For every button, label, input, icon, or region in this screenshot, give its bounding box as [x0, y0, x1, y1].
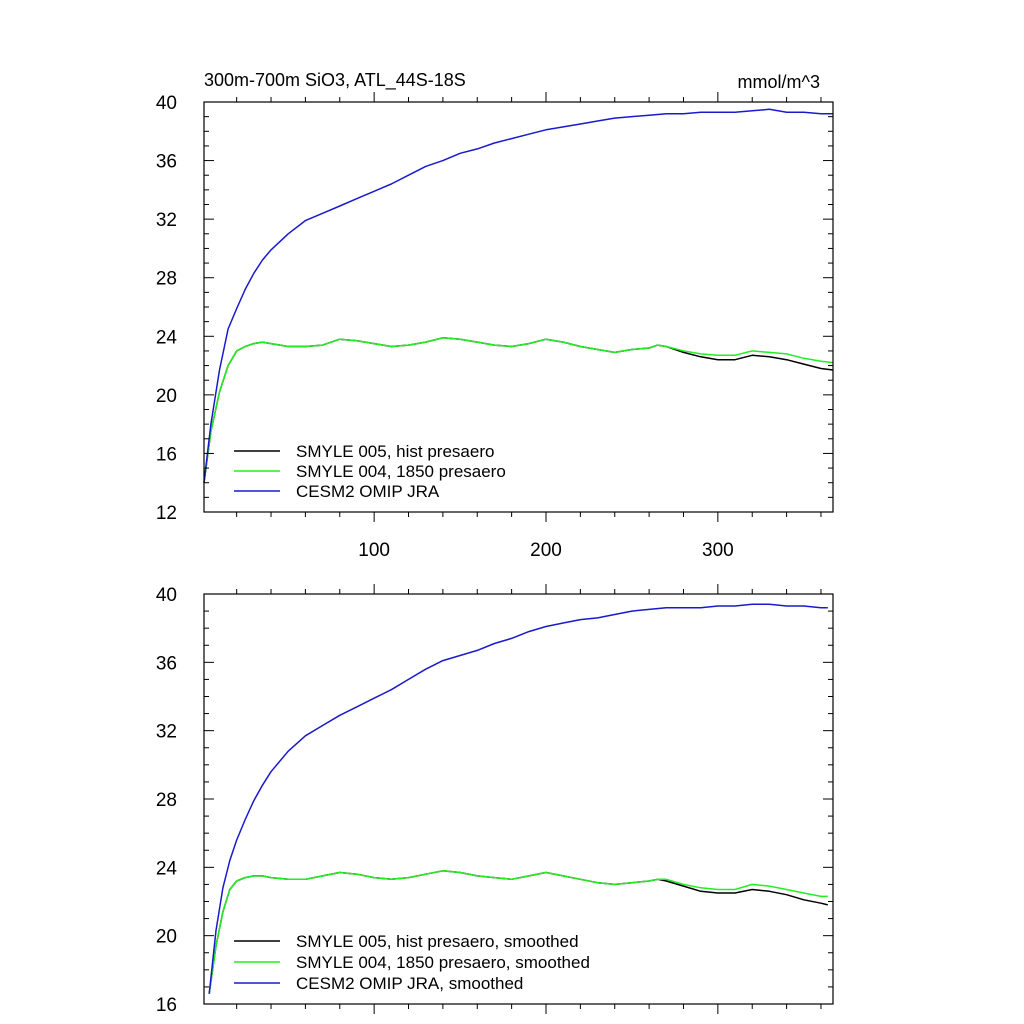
y-tick-label: 36 — [156, 152, 177, 173]
series-line-cesm2 — [203, 108, 833, 483]
bottom-panel-legend: SMYLE 005, hist presaero, smoothed SMYLE… — [234, 932, 590, 993]
y-tick-label: 40 — [156, 93, 177, 114]
legend-label-smyle004-smoothed: SMYLE 004, 1850 presaero, smoothed — [296, 953, 590, 972]
legend-label-cesm2: CESM2 OMIP JRA — [296, 482, 440, 501]
legend-label-smyle005-smoothed: SMYLE 005, hist presaero, smoothed — [296, 932, 579, 951]
top-panel-series — [203, 108, 834, 483]
y-tick-label: 28 — [156, 269, 177, 290]
top-panel: 300m-700m SiO3, ATL_44S-18S mmol/m^3 121… — [156, 70, 834, 561]
y-tick-label: 36 — [156, 653, 177, 674]
y-tick-label: 12 — [156, 503, 177, 524]
bottom-panel-ticks: 16 20 24 28 32 36 40 — [156, 584, 833, 1016]
legend-label-cesm2-smoothed: CESM2 OMIP JRA, smoothed — [296, 974, 523, 993]
legend-label-smyle004: SMYLE 004, 1850 presaero — [296, 462, 506, 481]
y-tick-label: 32 — [156, 210, 177, 231]
top-panel-ticks: 12 16 20 24 28 32 36 40 100 200 300 — [156, 92, 833, 561]
y-tick-label: 40 — [156, 585, 177, 606]
y-tick-label: 24 — [156, 858, 178, 879]
x-tick-label: 100 — [358, 540, 390, 561]
y-tick-label: 20 — [156, 386, 177, 407]
top-panel-title: 300m-700m SiO3, ATL_44S-18S — [204, 70, 466, 91]
x-tick-label: 200 — [530, 540, 562, 561]
top-panel-units: mmol/m^3 — [738, 72, 820, 92]
y-tick-label: 28 — [156, 790, 177, 811]
bottom-panel: 16 20 24 28 32 36 40 SMYLE 005, hist presaero,… — [156, 584, 834, 1016]
series-line-smyle004 — [208, 870, 828, 994]
legend-label-smyle005: SMYLE 005, hist presaero — [296, 442, 494, 461]
y-tick-label: 16 — [156, 995, 177, 1016]
top-panel-legend: SMYLE 005, hist presaero SMYLE 004, 1850… — [234, 442, 506, 501]
y-tick-label: 32 — [156, 722, 177, 743]
bottom-panel-frame — [203, 593, 834, 1005]
bottom-panel-series — [208, 603, 828, 994]
y-tick-label: 20 — [156, 927, 177, 948]
y-tick-label: 16 — [156, 444, 177, 465]
series-line-smyle004 — [203, 337, 834, 483]
top-panel-frame — [203, 101, 834, 513]
series-line-cesm2 — [208, 603, 828, 994]
y-tick-label: 24 — [156, 327, 178, 348]
x-tick-label: 300 — [702, 540, 734, 561]
